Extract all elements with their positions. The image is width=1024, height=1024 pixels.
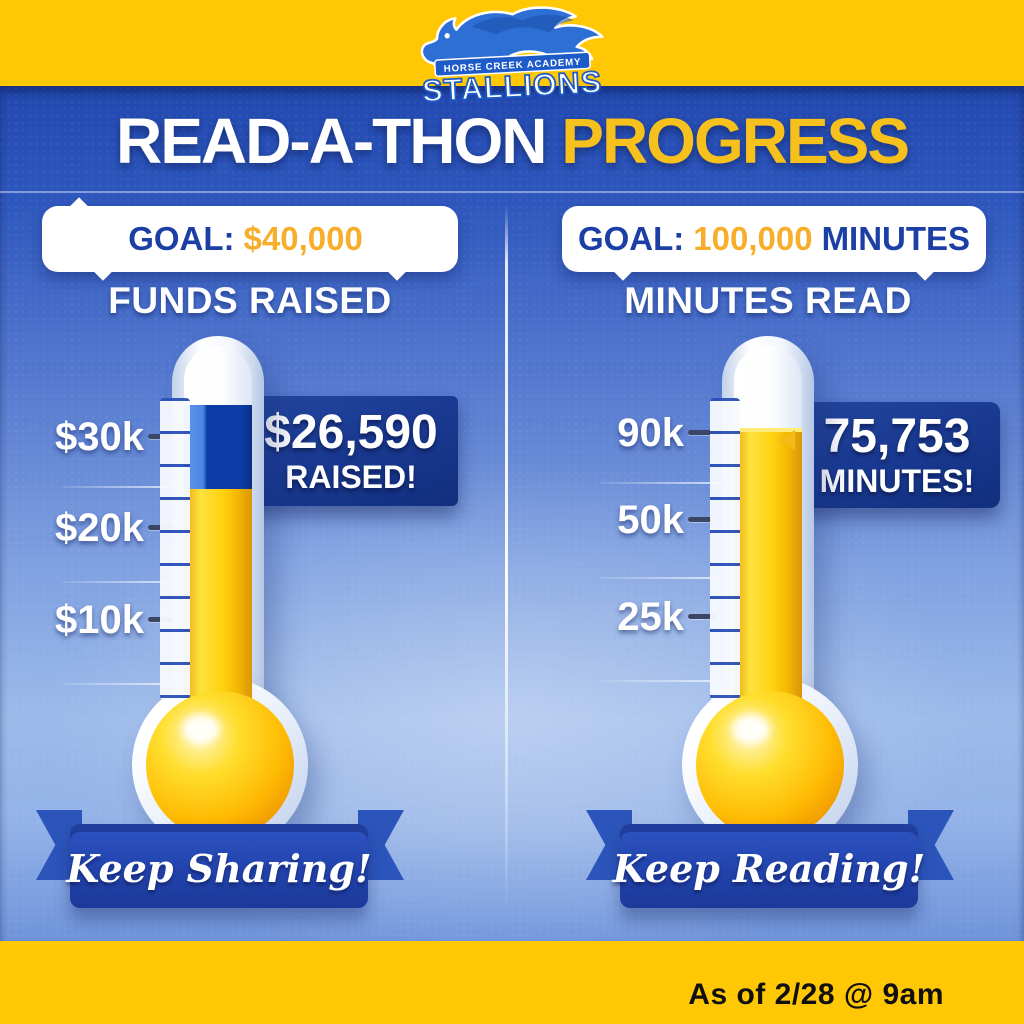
scale-label-30k: $30k: [55, 415, 144, 459]
horse-eye: [444, 33, 450, 39]
ribbon-text: Keep Sharing!: [66, 845, 372, 891]
scale-dash: [688, 430, 716, 435]
goal-label: GOAL:: [577, 220, 685, 257]
school-logo: HORSE CREEK ACADEMY STALLIONS: [420, 6, 604, 102]
bulb-highlight: [182, 714, 220, 744]
thermometer-bulb-minutes: [696, 691, 844, 839]
scale-label-20k: $20k: [55, 506, 144, 550]
as-of-timestamp: As of 2/28 @ 9am: [688, 978, 944, 1011]
logo-banner: HORSE CREEK ACADEMY: [433, 51, 591, 78]
scale-label-10k: $10k: [55, 598, 144, 642]
ribbon-text: Keep Reading!: [612, 845, 926, 891]
scale-label-25k: 25k: [617, 595, 684, 639]
title-divider: [0, 191, 1024, 193]
ribbon-keep-sharing: Keep Sharing!: [66, 824, 372, 908]
goal-badge-funds: GOAL: $40,000: [42, 197, 458, 281]
goal-badge-minutes: GOAL: 100,000 MINUTES: [562, 206, 986, 281]
title-accent: PROGRESS: [561, 105, 910, 177]
column-heading-minutes: MINUTES READ: [624, 280, 912, 321]
minutes-amount: 75,753: [823, 410, 971, 463]
title-white: READ-A-THON: [115, 105, 547, 177]
bottom-band: [0, 941, 1024, 1024]
result-badge-minutes: 75,753 MINUTES!: [794, 402, 1000, 508]
column-divider: [505, 206, 508, 912]
column-heading-funds: FUNDS RAISED: [108, 280, 392, 321]
thermometer-ticks-minutes: [710, 398, 740, 700]
result-badge-funds: $26,590 RAISED!: [244, 396, 458, 506]
badge-pointer-icon: [778, 430, 795, 450]
page-title: READ-A-THON PROGRESS: [0, 104, 1024, 178]
goal-label: GOAL:: [128, 220, 235, 257]
scale-dash: [688, 517, 716, 522]
thermometer-fill-top-funds: [184, 405, 252, 489]
ribbon-keep-reading: Keep Reading!: [613, 824, 925, 908]
goal-amount: 100,000: [693, 220, 813, 257]
thermometer-ticks-funds: [160, 398, 190, 700]
raised-amount: $26,590: [264, 406, 438, 459]
thermometer-bulb-funds: [146, 691, 294, 839]
scale-label-50k: 50k: [617, 498, 684, 542]
minutes-label: MINUTES!: [819, 463, 975, 499]
horse-mane-shade: [471, 14, 574, 35]
goal-amount: $40,000: [243, 220, 363, 257]
scale-dash: [688, 614, 716, 619]
raised-label: RAISED!: [285, 459, 417, 495]
bulb-highlight: [732, 714, 770, 744]
goal-unit: MINUTES: [821, 220, 971, 257]
scale-label-90k: 90k: [617, 411, 684, 455]
